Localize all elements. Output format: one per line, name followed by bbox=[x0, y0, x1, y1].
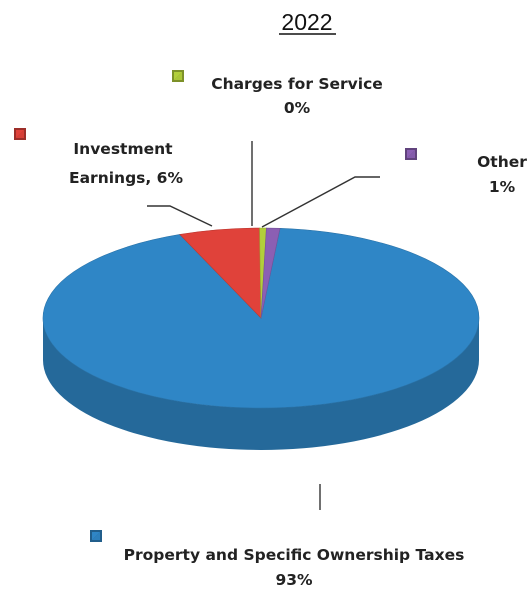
legend-marker-charges bbox=[172, 70, 184, 82]
leader-line-investment bbox=[147, 205, 213, 227]
legend-marker-investment bbox=[14, 128, 26, 140]
marker-other-face-lower bbox=[407, 150, 415, 158]
leader-line-other bbox=[261, 176, 380, 228]
legend-marker-property bbox=[90, 530, 102, 542]
marker-property-face-lower bbox=[92, 532, 100, 540]
pie-slice-property-side bbox=[43, 318, 479, 450]
slice-label-investment-value: Earnings, 6% bbox=[69, 169, 183, 187]
slice-label-property-value: 93% bbox=[275, 571, 313, 589]
slice-label-charges-name: Charges for Service bbox=[211, 75, 383, 93]
marker-charges-face-lower bbox=[174, 72, 182, 80]
marker-investment-face-lower bbox=[16, 130, 24, 138]
slice-label-charges-value: 0% bbox=[284, 99, 311, 117]
legend-marker-other bbox=[405, 148, 417, 160]
slice-label-other-name: Other bbox=[477, 153, 527, 171]
slice-label-other-value: 1% bbox=[489, 178, 516, 196]
pie-slice-other bbox=[260, 227, 281, 319]
slice-label-property-name: Property and Specific Ownership Taxes bbox=[124, 546, 465, 564]
chart-title: 2022 bbox=[281, 9, 332, 35]
slice-label-investment-name: Investment bbox=[73, 140, 173, 158]
